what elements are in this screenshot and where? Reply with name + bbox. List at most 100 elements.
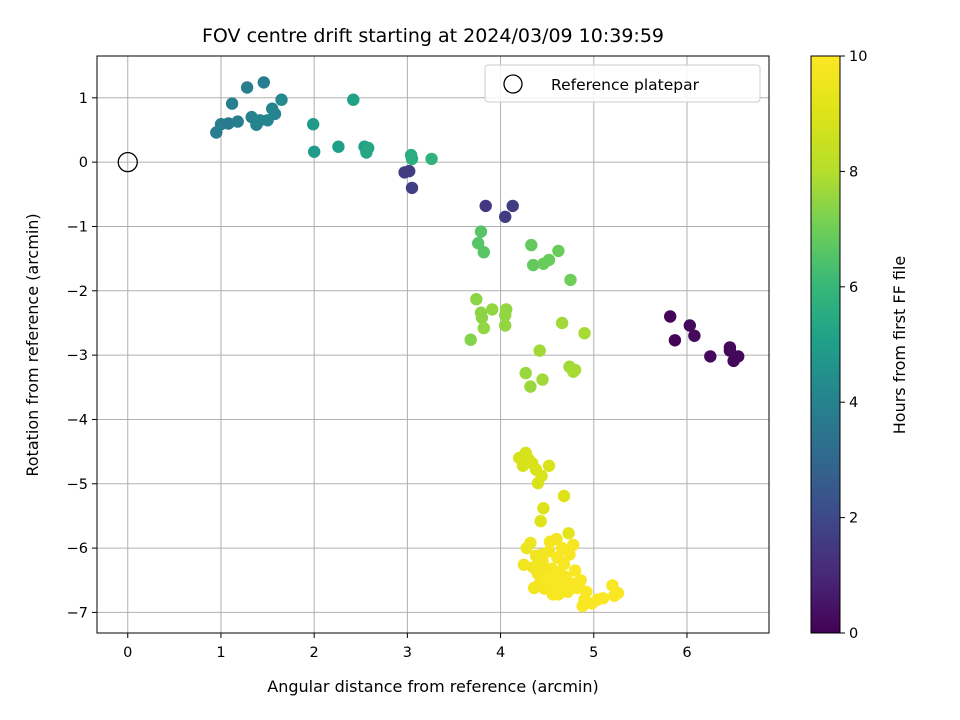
y-tick-label: 1 (79, 91, 88, 107)
data-point (567, 538, 580, 552)
data-point (500, 303, 513, 316)
data-point (562, 527, 575, 540)
data-point (533, 344, 546, 357)
data-point (275, 93, 288, 106)
data-point (537, 502, 550, 515)
y-tick-label: 0 (79, 155, 88, 171)
data-point (403, 164, 416, 178)
x-tick-label: 3 (403, 645, 412, 661)
data-point (472, 237, 485, 250)
data-point (486, 303, 499, 316)
colorbar-ticks: 0 2 4 6 8 10 (840, 49, 867, 642)
data-point (499, 210, 512, 223)
data-point (564, 273, 577, 287)
y-tick-label: −5 (67, 477, 88, 493)
data-point (527, 581, 541, 595)
data-point (240, 81, 254, 94)
data-point (536, 373, 549, 386)
data-point (664, 310, 677, 323)
data-point (464, 333, 477, 346)
data-point (683, 319, 696, 332)
data-point (222, 117, 235, 130)
y-tick-label: −6 (67, 541, 88, 557)
data-point (268, 107, 282, 121)
data-point (477, 321, 490, 335)
reference-marker (117, 151, 138, 173)
x-tick-label: 6 (682, 645, 691, 661)
data-point (688, 329, 701, 342)
data-point (405, 181, 419, 195)
x-tick-label: 2 (310, 645, 319, 661)
data-point (568, 564, 582, 577)
data-point (557, 572, 571, 586)
data-point (704, 350, 717, 363)
colorbar-tick-label: 6 (849, 280, 858, 296)
data-point (524, 380, 537, 393)
data-point (542, 253, 556, 267)
plot-frame (96, 55, 770, 634)
data-point (527, 258, 540, 272)
chart-title: FOV centre drift starting at 2024/03/09 … (202, 25, 664, 47)
data-point (308, 145, 321, 158)
colorbar: 0 2 4 6 8 10 Hours from first FF file (810, 49, 909, 642)
colorbar-tick-label: 4 (849, 395, 858, 411)
data-point (550, 532, 563, 546)
data-point (668, 334, 682, 347)
x-axis-label: Angular distance from reference (arcmin) (267, 677, 598, 696)
data-point (542, 459, 556, 472)
y-tick-label: −1 (67, 219, 88, 235)
colorbar-tick-label: 10 (849, 49, 867, 65)
y-axis-label: Rotation from reference (arcmin) (23, 213, 42, 476)
x-tick-label: 0 (123, 645, 132, 661)
data-point (425, 152, 438, 166)
data-point (231, 115, 244, 128)
data-point (535, 469, 548, 483)
x-tick-label: 4 (496, 645, 505, 661)
data-point (557, 489, 571, 503)
data-point (568, 363, 582, 377)
data-point (596, 592, 610, 605)
data-point (332, 140, 345, 153)
data-point (534, 514, 547, 528)
data-point (557, 558, 571, 571)
colorbar-tick-label: 0 (849, 626, 858, 642)
data-point (405, 152, 419, 166)
data-point (225, 97, 239, 110)
data-point (552, 588, 565, 601)
data-point (362, 141, 375, 155)
y-axis-ticks: 1 0 −1 −2 −3 −4 −5 −6 −7 (67, 91, 97, 621)
colorbar-tick-label: 2 (849, 511, 858, 527)
data-point (347, 93, 360, 106)
data-point (307, 118, 320, 131)
legend: Reference platepar (484, 64, 761, 103)
plot-background (97, 56, 769, 633)
legend-entry-reference: Reference platepar (551, 76, 700, 94)
data-point (563, 548, 576, 561)
data-point (524, 536, 537, 550)
data-point (479, 199, 492, 213)
colorbar-gradient (811, 56, 840, 633)
x-tick-label: 1 (216, 645, 225, 661)
y-tick-label: −2 (67, 284, 88, 300)
legend-reference-marker (503, 74, 523, 94)
colorbar-tick-label: 8 (849, 164, 858, 180)
data-point (535, 548, 548, 561)
data-point (539, 562, 552, 575)
data-point (580, 585, 593, 598)
data-point (499, 319, 512, 332)
y-tick-label: −7 (67, 605, 88, 621)
data-points (210, 76, 745, 613)
legend-box (484, 64, 761, 103)
data-point (525, 238, 538, 252)
y-tick-label: −3 (67, 348, 88, 364)
data-point (519, 366, 532, 380)
reference-point (117, 151, 138, 173)
data-point (732, 350, 745, 363)
grid-lines (97, 56, 769, 633)
x-tick-label: 5 (589, 645, 598, 661)
x-axis-ticks: 0 1 2 3 4 5 6 (123, 633, 692, 661)
data-point (555, 316, 569, 330)
y-tick-label: −4 (67, 412, 88, 428)
data-point (552, 244, 565, 258)
